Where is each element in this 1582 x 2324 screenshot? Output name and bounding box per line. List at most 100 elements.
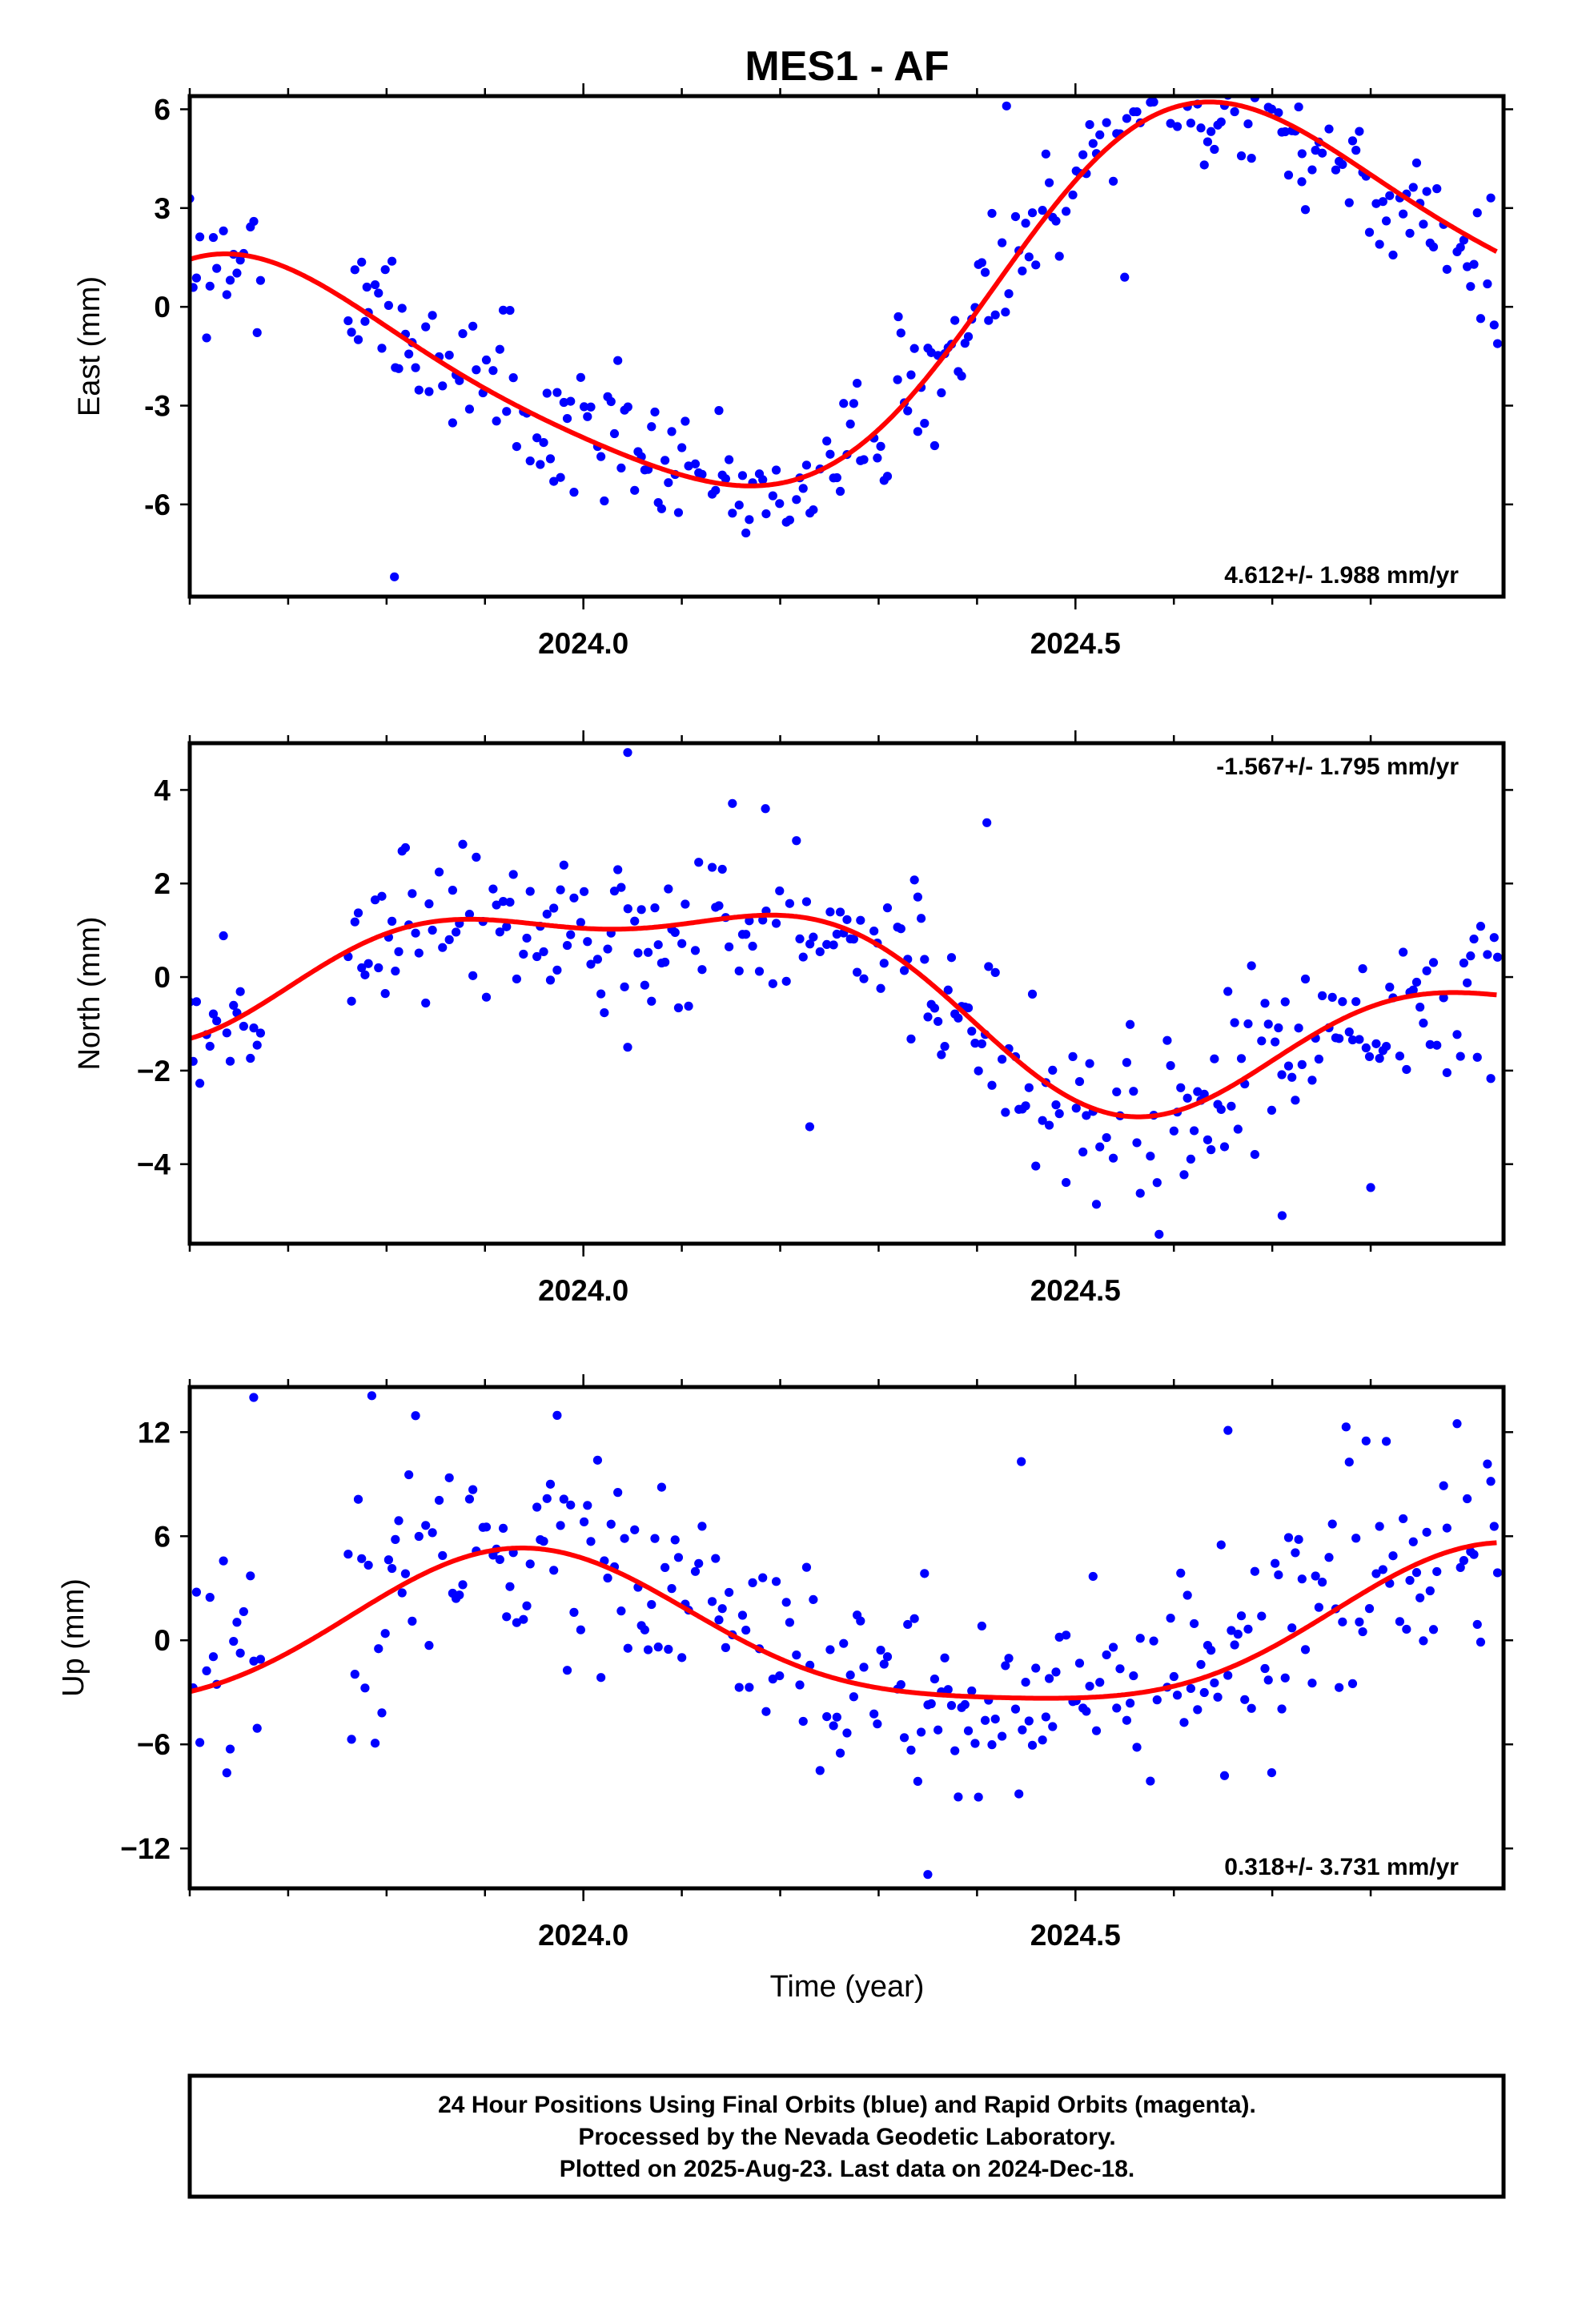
- data-point: [249, 216, 259, 227]
- data-point: [1074, 1076, 1085, 1087]
- data-point: [1483, 279, 1492, 289]
- data-point: [950, 1746, 960, 1755]
- data-point: [970, 1739, 980, 1748]
- data-point: [1216, 1104, 1226, 1115]
- data-point: [1223, 1425, 1233, 1435]
- data-point: [404, 1470, 414, 1480]
- data-point: [350, 1670, 359, 1679]
- data-point: [1327, 1519, 1337, 1529]
- data-point: [656, 504, 667, 513]
- data-point: [1267, 1105, 1277, 1116]
- rate-label-bg: [1189, 1846, 1501, 1886]
- data-point: [1375, 239, 1384, 249]
- data-point: [1364, 227, 1375, 237]
- data-point: [212, 1016, 222, 1026]
- data-point: [963, 1726, 974, 1735]
- data-point: [1051, 1667, 1061, 1677]
- data-point: [562, 940, 572, 951]
- data-point: [809, 932, 818, 942]
- data-point: [1216, 117, 1226, 127]
- data-point: [832, 929, 841, 939]
- data-point: [1422, 1527, 1431, 1537]
- data-point: [714, 1615, 724, 1625]
- data-point: [370, 895, 380, 905]
- data-point: [377, 891, 387, 901]
- data-point: [380, 265, 390, 275]
- data-point: [909, 875, 919, 885]
- data-point: [414, 1531, 424, 1542]
- x-tick-label: 2024.0: [538, 1919, 628, 1952]
- data-point: [673, 508, 684, 517]
- data-point: [1054, 251, 1064, 261]
- data-point: [391, 966, 400, 976]
- data-point: [1291, 1096, 1300, 1105]
- data-point: [219, 226, 228, 235]
- data-point: [1476, 922, 1486, 931]
- data-point: [1068, 1051, 1078, 1061]
- y-tick-label-east: 6: [154, 93, 171, 126]
- data-point: [950, 316, 960, 325]
- data-point: [1031, 1663, 1041, 1673]
- data-point: [421, 322, 431, 332]
- data-point: [1233, 1630, 1243, 1639]
- data-point: [1425, 1586, 1435, 1596]
- data-point: [798, 484, 808, 493]
- data-point: [498, 897, 508, 907]
- data-point: [1463, 978, 1472, 987]
- data-point: [1227, 1101, 1236, 1111]
- data-point: [592, 955, 603, 964]
- data-point: [1152, 1178, 1162, 1188]
- data-point: [532, 433, 542, 443]
- data-point: [1095, 130, 1105, 140]
- data-point: [916, 914, 926, 923]
- data-point: [434, 1495, 444, 1506]
- data-point: [768, 1675, 777, 1684]
- data-point: [1364, 1604, 1375, 1614]
- data-point: [664, 884, 673, 894]
- data-point: [829, 1721, 838, 1731]
- data-point: [728, 509, 737, 518]
- data-point: [1375, 1522, 1384, 1531]
- data-point: [391, 1534, 400, 1544]
- data-point: [1422, 187, 1431, 196]
- data-point: [1283, 1061, 1294, 1071]
- data-point: [906, 1745, 916, 1755]
- data-point: [653, 940, 663, 950]
- data-point: [734, 501, 744, 510]
- data-point: [1234, 61, 1243, 70]
- data-point: [549, 476, 559, 486]
- data-point: [681, 899, 690, 909]
- data-point: [1102, 1650, 1111, 1660]
- data-point: [1179, 1170, 1189, 1180]
- data-point: [1004, 1654, 1014, 1663]
- data-point: [1031, 260, 1041, 270]
- data-point: [1432, 184, 1442, 194]
- data-point: [937, 388, 946, 398]
- data-point: [998, 1055, 1007, 1064]
- data-point: [1294, 1023, 1303, 1033]
- data-point: [603, 1573, 612, 1583]
- data-point: [1483, 1459, 1492, 1469]
- data-point: [741, 1625, 751, 1635]
- data-point: [1385, 983, 1395, 992]
- data-point: [1419, 1636, 1428, 1646]
- data-point: [1283, 1533, 1294, 1542]
- data-point: [1466, 282, 1476, 292]
- data-point: [845, 1671, 855, 1680]
- data-point: [1280, 997, 1290, 1007]
- data-point: [1402, 1064, 1411, 1075]
- data-point: [1442, 1523, 1452, 1533]
- data-point: [977, 258, 986, 267]
- data-point: [1351, 146, 1361, 155]
- data-point: [923, 1012, 933, 1022]
- data-point: [1375, 1054, 1384, 1063]
- data-point: [694, 858, 704, 867]
- data-point: [1395, 1051, 1405, 1061]
- data-point: [940, 1042, 950, 1051]
- data-point: [576, 918, 585, 927]
- data-point: [408, 1616, 417, 1626]
- data-point: [1154, 1229, 1164, 1239]
- data-point: [1172, 1691, 1182, 1700]
- data-point: [394, 364, 404, 373]
- data-point: [519, 949, 528, 959]
